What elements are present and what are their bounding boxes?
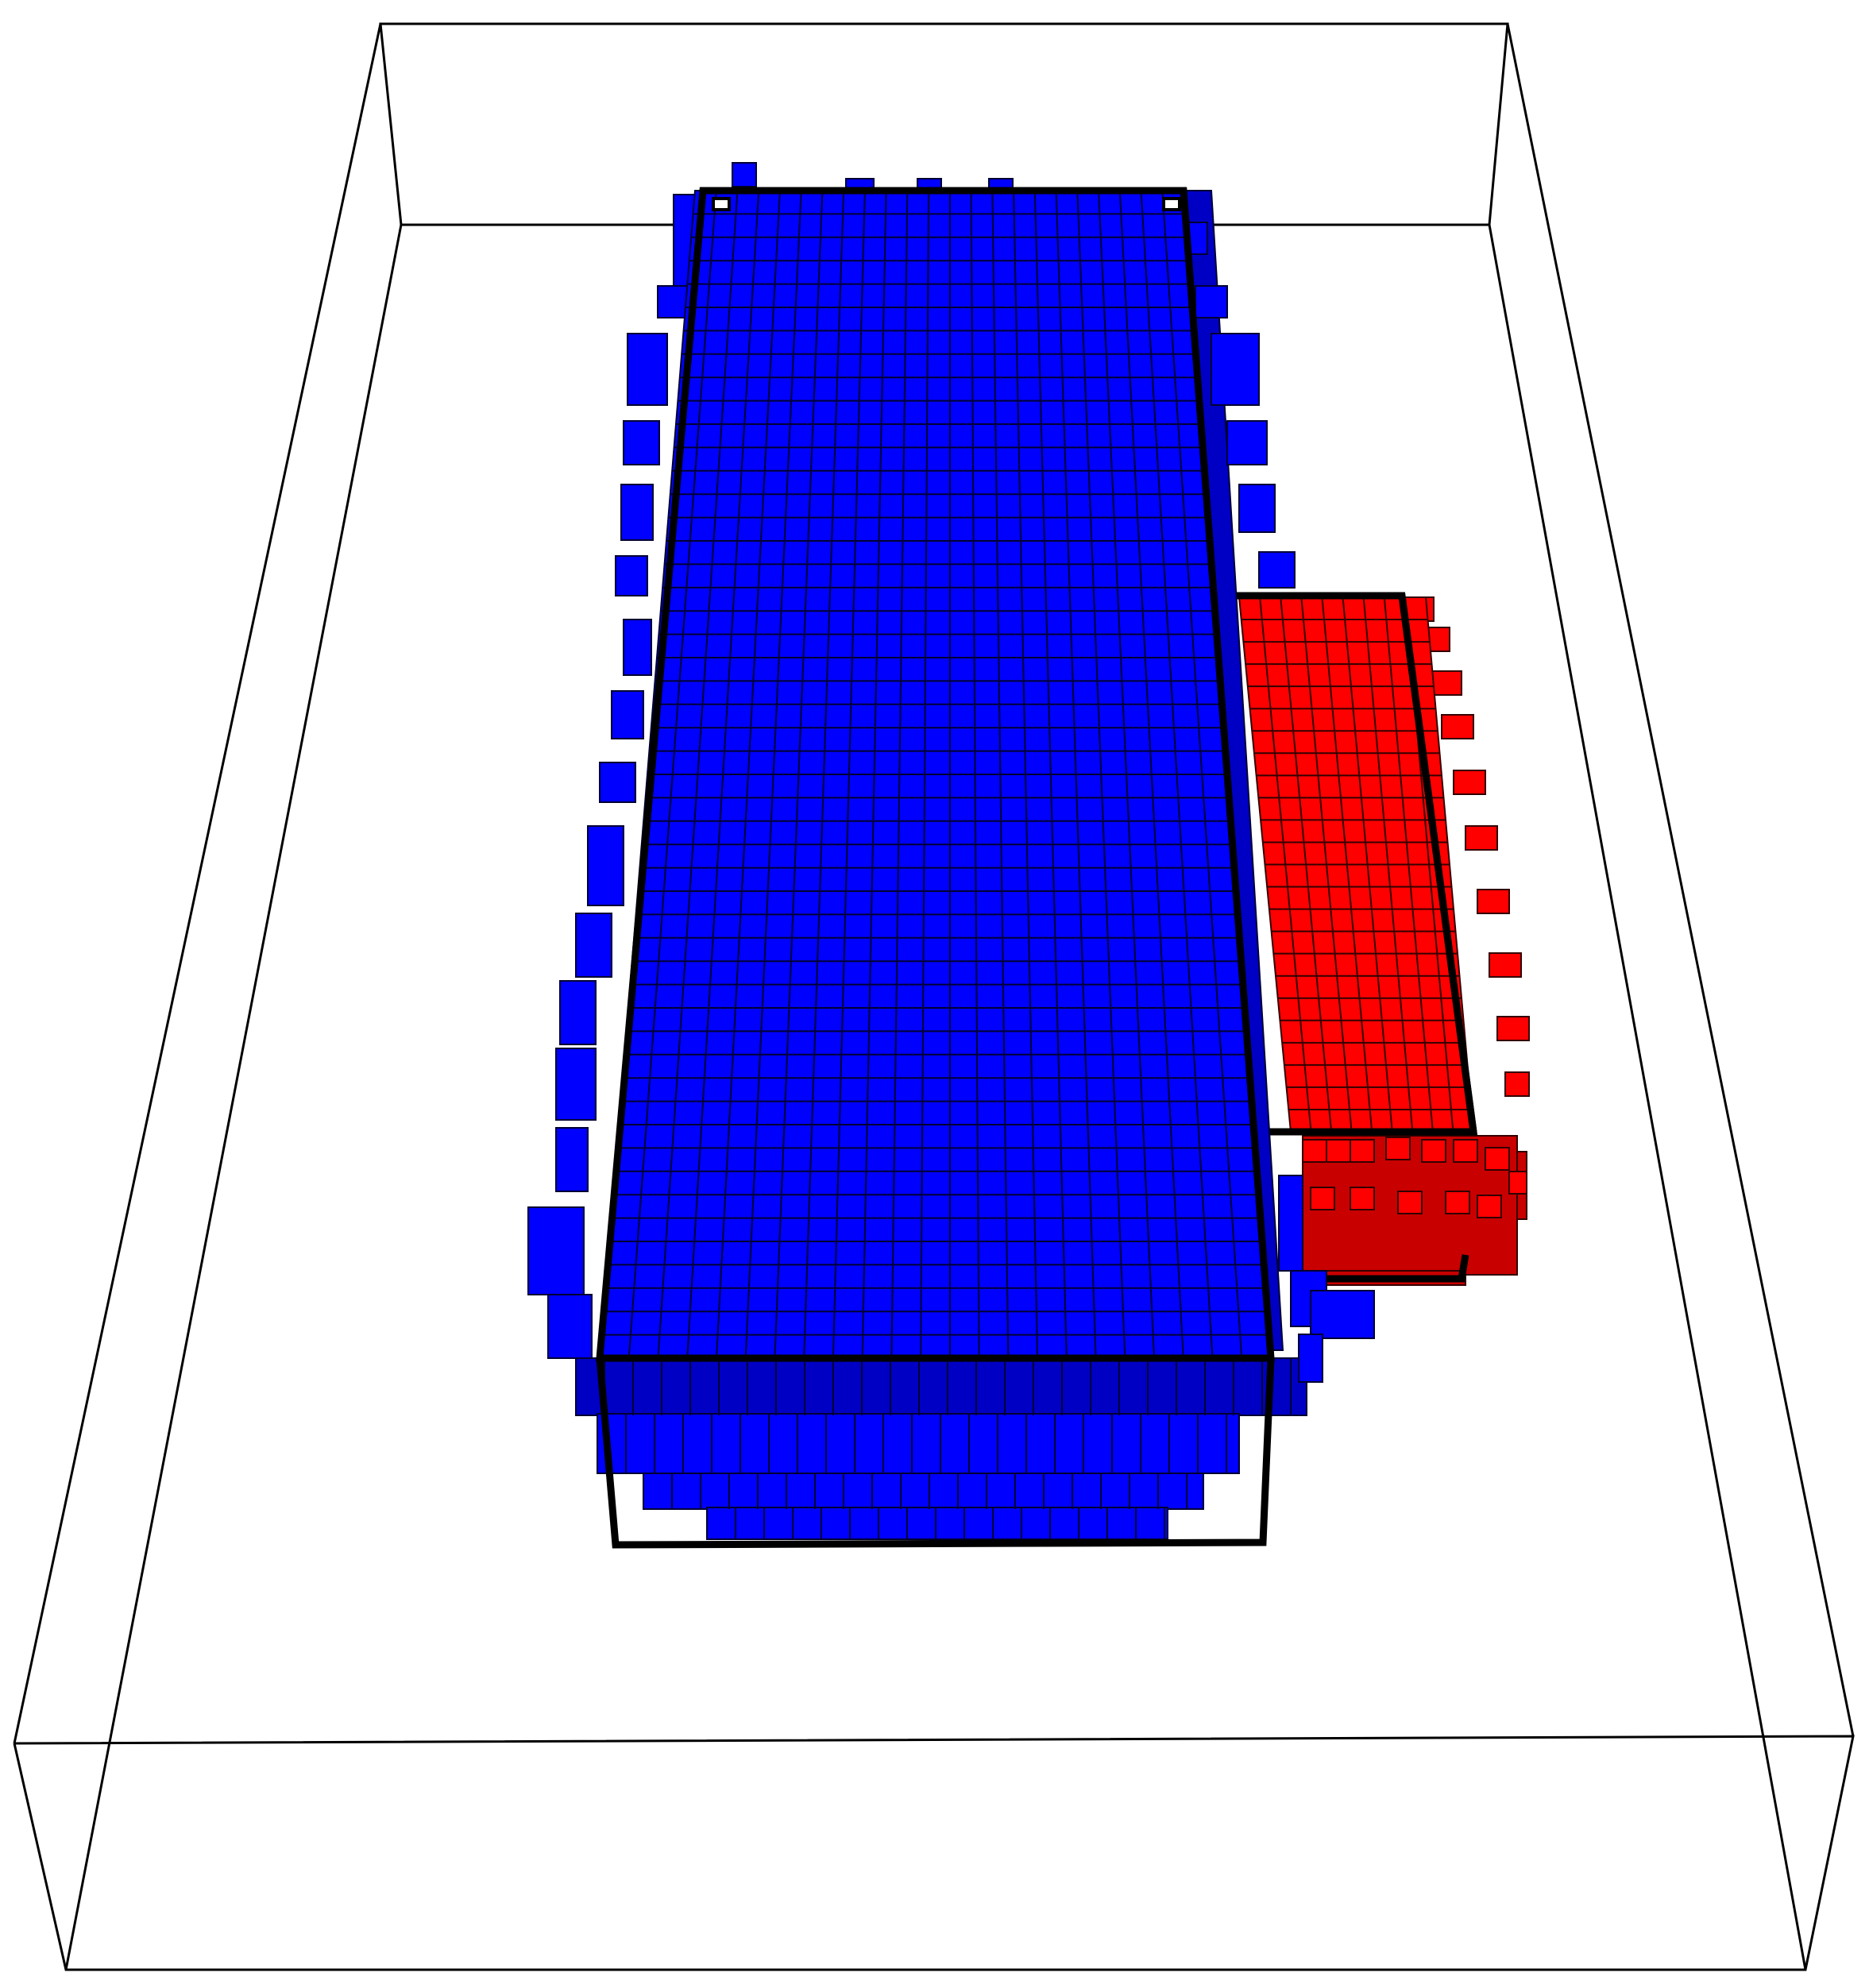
blue-voxel — [559, 980, 597, 1045]
red-voxel — [1310, 1187, 1335, 1210]
blue-voxel — [732, 162, 757, 187]
blue-voxel — [611, 690, 644, 739]
red-voxel — [1477, 1195, 1502, 1218]
blue-voxel — [1298, 1334, 1323, 1383]
container-front-rim — [13, 1735, 1855, 1971]
blue-front-grid — [604, 1358, 1292, 1539]
blue-bounding-box — [596, 187, 1275, 1549]
blue-voxel — [623, 420, 660, 465]
red-voxel — [1385, 1137, 1411, 1160]
container-edge — [64, 224, 403, 1971]
blue-voxel — [575, 913, 612, 978]
blue-voxel — [1310, 1290, 1375, 1339]
blue-voxel — [1238, 484, 1276, 533]
blue-voxel — [1278, 1175, 1303, 1272]
blue-voxel — [623, 619, 652, 676]
blue-voxel — [1211, 333, 1260, 406]
red-front-voxels — [1302, 1135, 1527, 1286]
blue-top-grid — [601, 190, 1269, 1359]
red-top-grid — [1241, 596, 1472, 1133]
blue-bbox-corner-voxel — [1162, 197, 1181, 211]
red-voxel — [1429, 670, 1462, 696]
blue-bbox-lower — [596, 1357, 1275, 1549]
red-voxel — [1465, 825, 1498, 851]
container-box — [13, 22, 1855, 1971]
blue-voxel-object — [527, 162, 1375, 1549]
blue-voxel — [599, 762, 636, 803]
red-voxel — [1350, 1187, 1375, 1210]
red-bbox-edge — [1398, 595, 1477, 1133]
blue-side-voxels — [527, 162, 1375, 1383]
blue-voxel — [627, 333, 668, 406]
red-voxel — [1508, 1171, 1527, 1195]
red-voxel — [1350, 1139, 1375, 1163]
red-voxel — [1397, 1191, 1423, 1214]
container-edge — [13, 23, 382, 1744]
blue-front-layer-1 — [575, 1357, 1307, 1416]
red-voxel — [1445, 1191, 1470, 1214]
blue-voxel — [620, 484, 654, 541]
red-voxel — [1421, 1139, 1446, 1163]
blue-front-layer-3 — [643, 1473, 1204, 1510]
red-voxel-object — [1218, 592, 1530, 1286]
blue-voxel — [1195, 285, 1228, 318]
blue-voxel — [555, 1127, 589, 1192]
blue-voxel — [1258, 551, 1296, 589]
blue-voxel — [555, 1048, 597, 1121]
blue-bbox-corner-voxel — [712, 197, 731, 211]
blue-voxel — [527, 1206, 585, 1295]
container-edge — [1488, 224, 1807, 1971]
container-edge — [1506, 23, 1855, 1737]
blue-front-layer-4 — [706, 1507, 1168, 1540]
red-voxel — [1477, 889, 1510, 914]
red-voxel — [1485, 1147, 1510, 1171]
red-voxel — [1326, 1139, 1351, 1163]
blue-voxel — [1226, 420, 1268, 465]
red-voxel — [1496, 1016, 1530, 1041]
red-voxel — [1453, 770, 1486, 795]
red-voxel — [1441, 714, 1474, 739]
red-voxel — [1302, 1139, 1327, 1163]
blue-front-layer-2 — [597, 1413, 1240, 1474]
blue-voxel — [615, 555, 648, 596]
blue-front-voxels — [575, 1357, 1307, 1540]
blue-voxel — [587, 825, 624, 906]
blue-voxel — [547, 1294, 593, 1359]
red-voxel — [1489, 952, 1522, 978]
red-bbox-bottom — [1307, 1254, 1469, 1283]
red-voxel — [1453, 1139, 1478, 1163]
red-voxel — [1504, 1071, 1530, 1097]
